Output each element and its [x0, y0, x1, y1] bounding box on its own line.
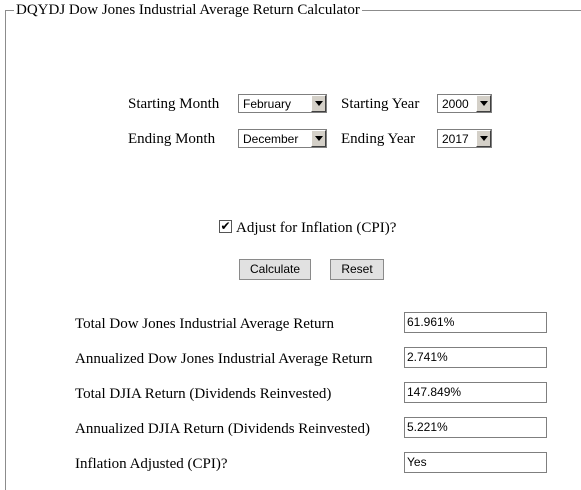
starting-year-value: 2000 [442, 97, 469, 111]
ending-year-select[interactable]: 2017 [437, 129, 492, 148]
starting-month-select[interactable]: February [238, 94, 327, 113]
inflation-checkbox[interactable]: ✔ [219, 219, 232, 233]
result-label-total-djia: Total Dow Jones Industrial Average Retur… [75, 316, 335, 332]
chevron-down-icon[interactable] [311, 130, 326, 147]
calculator-title: DQYDJ Dow Jones Industrial Average Retur… [14, 2, 362, 19]
starting-month-label: Starting Month [128, 96, 220, 112]
checkmark-icon: ✔ [220, 219, 231, 233]
starting-year-select[interactable]: 2000 [437, 94, 492, 113]
result-field-annualized-reinvested[interactable]: 5.221% [404, 417, 547, 438]
result-label-inflation-adjusted: Inflation Adjusted (CPI)? [75, 456, 228, 472]
ending-year-value: 2017 [442, 132, 469, 146]
chevron-down-icon[interactable] [476, 95, 491, 112]
result-label-annualized-reinvested: Annualized DJIA Return (Dividends Reinve… [75, 421, 370, 437]
ending-year-label: Ending Year [341, 131, 416, 147]
ending-month-label: Ending Month [128, 131, 216, 147]
starting-month-value: February [243, 97, 292, 111]
starting-year-label: Starting Year [341, 96, 420, 112]
calculate-button[interactable]: Calculate [239, 259, 311, 280]
inflation-checkbox-label[interactable]: Adjust for Inflation (CPI)? [236, 220, 397, 236]
ending-month-select[interactable]: December [238, 129, 327, 148]
result-label-annualized-djia: Annualized Dow Jones Industrial Average … [75, 351, 373, 367]
reset-button[interactable]: Reset [330, 259, 384, 280]
result-field-annualized-djia[interactable]: 2.741% [404, 347, 547, 368]
result-field-inflation-adjusted[interactable]: Yes [404, 452, 547, 473]
result-label-total-reinvested: Total DJIA Return (Dividends Reinvested) [75, 386, 332, 402]
ending-month-value: December [243, 132, 299, 146]
chevron-down-icon[interactable] [311, 95, 326, 112]
result-field-total-djia[interactable]: 61.961% [404, 312, 547, 333]
result-field-total-reinvested[interactable]: 147.849% [404, 382, 547, 403]
chevron-down-icon[interactable] [476, 130, 491, 147]
